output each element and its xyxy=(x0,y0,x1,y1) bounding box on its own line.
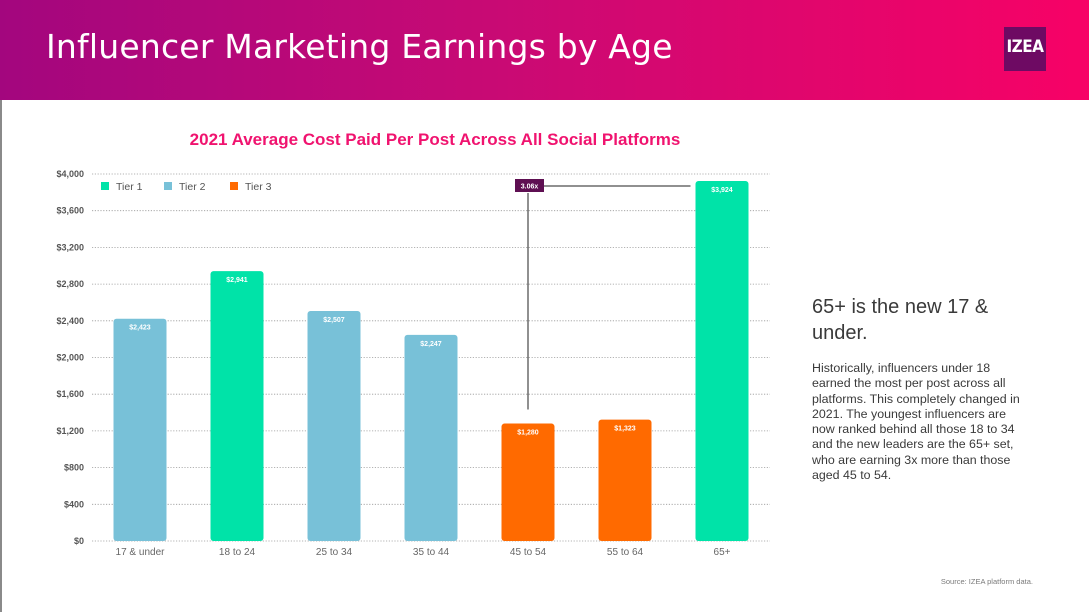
y-tick-label: $2,000 xyxy=(56,353,84,363)
bar xyxy=(307,310,361,541)
legend-swatch xyxy=(164,182,172,190)
annotation-text: 3.06x xyxy=(521,184,539,191)
x-tick-label: 65+ xyxy=(714,547,731,558)
legend-swatch xyxy=(230,182,238,190)
x-tick-label: 55 to 64 xyxy=(607,547,644,558)
bar xyxy=(404,334,458,541)
bar xyxy=(501,423,555,541)
sidebar-body: Historically, influencers under 18 earne… xyxy=(812,361,1020,483)
y-tick-label: $800 xyxy=(64,463,84,473)
data-label: $1,323 xyxy=(614,426,636,433)
annotation-badge xyxy=(515,179,544,192)
legend-label: Tier 3 xyxy=(245,181,272,193)
data-label: $2,941 xyxy=(226,277,248,284)
y-tick-label: $4,000 xyxy=(56,169,84,179)
bar xyxy=(113,318,167,541)
y-tick-label: $2,800 xyxy=(56,279,84,289)
y-tick-label: $3,600 xyxy=(56,206,84,216)
source-note: Source: IZEA platform data. xyxy=(940,577,1033,586)
bar xyxy=(210,271,264,541)
data-label: $2,507 xyxy=(323,317,345,324)
x-tick-label: 45 to 54 xyxy=(510,547,547,558)
bar xyxy=(695,180,749,541)
left-border xyxy=(0,100,2,612)
y-tick-label: $400 xyxy=(64,499,84,509)
y-tick-label: $2,400 xyxy=(56,316,84,326)
x-tick-label: 25 to 34 xyxy=(316,547,353,558)
legend-swatch xyxy=(101,182,109,190)
sidebar-headline: 65+ is the new 17 & under. xyxy=(812,296,989,344)
header-banner: Influencer Marketing Earnings by Age IZE… xyxy=(0,0,1089,100)
izea-logo: IZEA xyxy=(1004,27,1046,71)
y-tick-label: $1,600 xyxy=(56,389,84,399)
x-tick-label: 18 to 24 xyxy=(219,547,256,558)
x-tick-label: 35 to 44 xyxy=(413,547,450,558)
logo-text: IZEA xyxy=(1006,37,1044,57)
chart-title: 2021 Average Cost Paid Per Post Across A… xyxy=(189,130,681,149)
data-label: $2,423 xyxy=(129,325,151,332)
page-title: Influencer Marketing Earnings by Age xyxy=(46,27,673,66)
bar xyxy=(598,419,652,541)
data-label: $1,280 xyxy=(517,430,539,437)
y-tick-label: $3,200 xyxy=(56,242,84,252)
legend-label: Tier 2 xyxy=(179,181,206,193)
y-tick-label: $0 xyxy=(74,536,84,546)
legend-label: Tier 1 xyxy=(116,181,143,193)
data-label: $3,924 xyxy=(711,187,733,194)
data-label: $2,247 xyxy=(420,341,442,348)
x-tick-label: 17 & under xyxy=(116,547,166,558)
y-tick-label: $1,200 xyxy=(56,426,84,436)
